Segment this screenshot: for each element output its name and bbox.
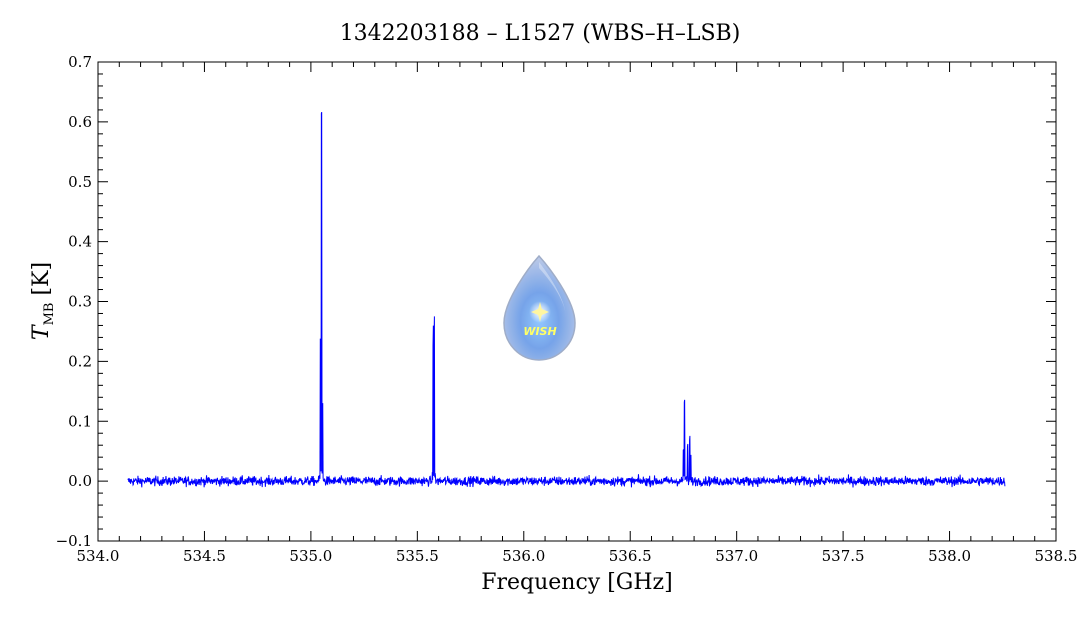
y-axis-title: TMB [K] (29, 262, 57, 340)
y-tick-label: −0.1 (56, 532, 92, 550)
x-tick-label: 535.0 (289, 547, 332, 565)
y-tick-label: 0.7 (68, 53, 92, 71)
x-tick-label: 536.0 (502, 547, 545, 565)
y-tick-label: 0.2 (68, 352, 92, 370)
x-tick-label: 538.5 (1035, 547, 1078, 565)
x-tick-label: 534.0 (77, 547, 120, 565)
x-tick-label: 537.5 (822, 547, 865, 565)
y-tick-label: 0.1 (68, 412, 92, 430)
y-tick-label: 0.4 (68, 233, 92, 251)
chart-title: 1342203188 – L1527 (WBS–H–LSB) (340, 21, 741, 46)
y-axis-unit: [K] (29, 262, 54, 296)
x-tick-label: 534.5 (183, 547, 226, 565)
y-tick-labels: −0.1 0.0 0.1 0.2 0.3 0.4 0.5 0.6 0.7 (56, 53, 92, 550)
x-axis-title: Frequency [GHz] (481, 570, 673, 595)
y-tick-label: 0.3 (68, 293, 92, 311)
x-tick-label: 535.5 (396, 547, 439, 565)
x-tick-label: 538.0 (928, 547, 971, 565)
svg-text:TMB [K]: TMB [K] (29, 262, 57, 340)
spectrum-line (127, 112, 1006, 488)
plot-frame (97, 61, 1057, 542)
y-tick-label: 0.0 (68, 472, 92, 490)
y-tick-label: 0.5 (68, 173, 92, 191)
y-axis-symbol: T (29, 323, 54, 340)
x-tick-label: 537.0 (715, 547, 758, 565)
logo-text: WISH (523, 325, 556, 338)
x-tick-labels: 534.0 534.5 535.0 535.5 536.0 536.5 537.0 537.5… (77, 547, 1078, 565)
y-tick-label: 0.6 (68, 113, 92, 131)
x-tick-label: 536.5 (609, 547, 652, 565)
axis-ticks (97, 61, 1057, 542)
y-axis-subscript: MB (42, 303, 57, 326)
wish-logo: WISH (503, 254, 576, 361)
